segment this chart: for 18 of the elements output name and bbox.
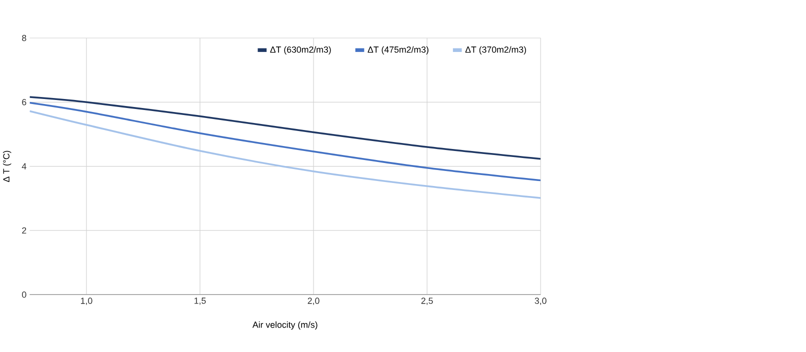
x-tick-label: 1,5 — [194, 298, 206, 306]
y-tick-label: 6 — [22, 99, 26, 106]
legend-label: ΔT (630m2/m3) — [270, 46, 331, 55]
y-tick-label: 4 — [22, 163, 26, 170]
x-tick-label: 1,0 — [80, 298, 92, 306]
line-series — [30, 96, 541, 160]
x-tick-label: 2,5 — [421, 298, 433, 306]
y-axis-title: Δ T (°C) — [2, 150, 12, 182]
legend-label: ΔT (370m2/m3) — [465, 46, 526, 55]
x-tick-label: 2,0 — [308, 298, 320, 306]
y-tick-label: 2 — [22, 228, 26, 234]
line-series — [30, 102, 541, 182]
x-tick-label: 3,0 — [534, 298, 546, 306]
legend-label: ΔT (475m2/m3) — [368, 46, 428, 55]
line-series — [30, 110, 541, 200]
x-axis-title: Air velocity (m/s) — [252, 322, 318, 330]
y-tick-label: 8 — [22, 35, 26, 42]
y-tick-label: 0 — [22, 292, 26, 298]
